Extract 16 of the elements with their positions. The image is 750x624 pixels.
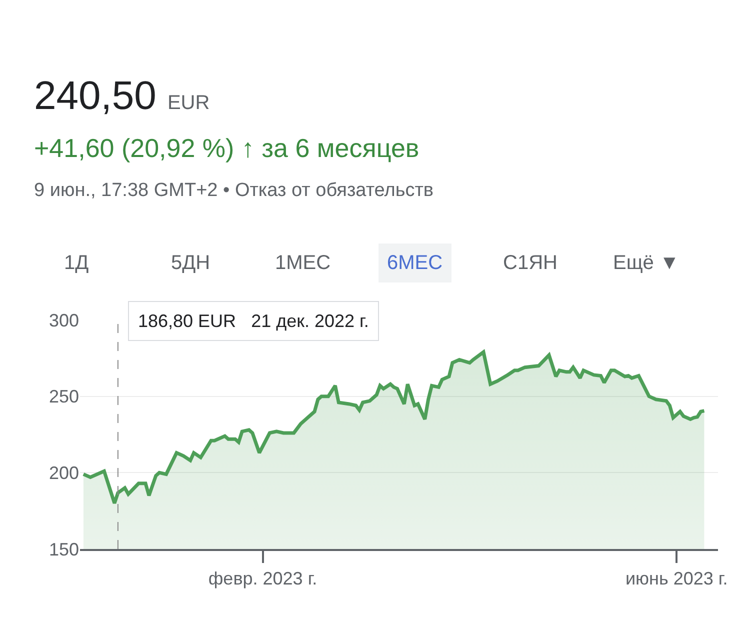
text: 9 июн., 17:38 GMT+2 • Отказ от обязательств — [34, 180, 434, 201]
x-tick-label: июнь 2023 г. — [625, 568, 728, 588]
annotation: 186,80 EUR 21 дек. 2022 г. — [138, 311, 369, 331]
text: 6МЕС — [387, 252, 443, 274]
y-tick-label: 200 — [48, 462, 79, 483]
x-tick-label: февр. 2023 г. — [208, 568, 318, 588]
text: Ещё ▼ — [613, 252, 680, 274]
text: 1Д — [64, 252, 90, 274]
chart-subtitle: +41,60 (20,92 %) ↑ за 6 месяцев — [34, 133, 420, 163]
chart-title: 240,50 EUR — [34, 74, 210, 118]
text: С1ЯН — [503, 252, 558, 274]
y-tick-label: 250 — [48, 386, 79, 407]
text: 5ДН — [171, 252, 210, 274]
text: 1МЕС — [275, 252, 331, 274]
y-tick-label: 150 — [48, 539, 79, 560]
y-tick-label: 300 — [48, 310, 79, 330]
